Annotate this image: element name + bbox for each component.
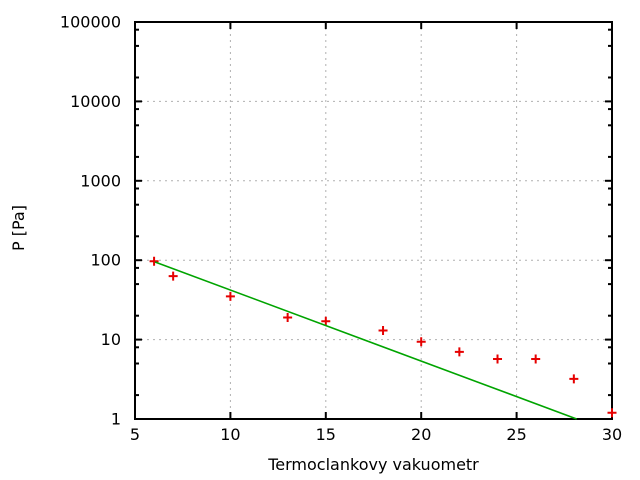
y-tick-label: 100000: [60, 13, 121, 32]
x-tick-label: 5: [130, 425, 140, 444]
x-axis-title: Termoclankovy vakuometr: [268, 455, 479, 474]
x-tick-label: 25: [506, 425, 526, 444]
x-tick-label: 20: [411, 425, 431, 444]
measured-points-marker: [378, 326, 388, 336]
y-tick-label: 100: [90, 251, 121, 270]
x-tick-label: 30: [602, 425, 622, 444]
x-tick-label: 15: [316, 425, 336, 444]
x-tick-label: 10: [220, 425, 240, 444]
measured-points-marker: [149, 256, 159, 266]
measured-points-marker: [416, 337, 426, 347]
measured-points-marker: [321, 316, 331, 326]
measured-points-marker: [531, 354, 541, 364]
y-tick-label: 10: [101, 330, 121, 349]
y-tick-label: 10000: [70, 92, 121, 111]
y-axis-title: P [Pa]: [9, 205, 28, 251]
fit-line: [154, 261, 577, 420]
y-tick-label: 1: [111, 410, 121, 429]
measured-points-marker: [454, 347, 464, 357]
plot-border: [134, 21, 613, 420]
measured-points-marker: [607, 408, 617, 418]
measured-points-marker: [569, 374, 579, 384]
y-tick-label: 1000: [80, 171, 121, 190]
measured-points-marker: [493, 354, 503, 364]
measured-points-marker: [168, 271, 178, 281]
measured-points-marker: [283, 312, 293, 322]
measured-points-marker: [225, 291, 235, 301]
